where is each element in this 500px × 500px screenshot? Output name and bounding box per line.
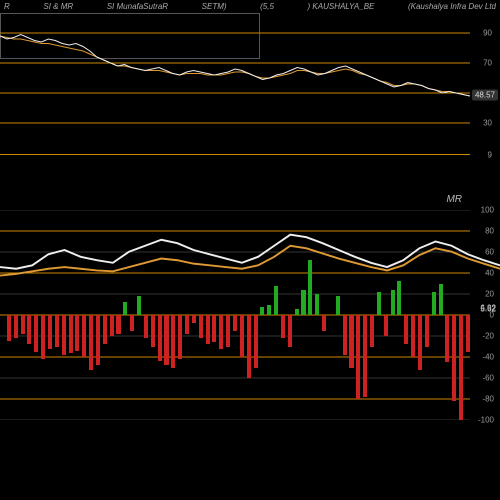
thumb-lines: [0, 0, 500, 500]
thumbnail-panel: 6882: [0, 13, 260, 59]
